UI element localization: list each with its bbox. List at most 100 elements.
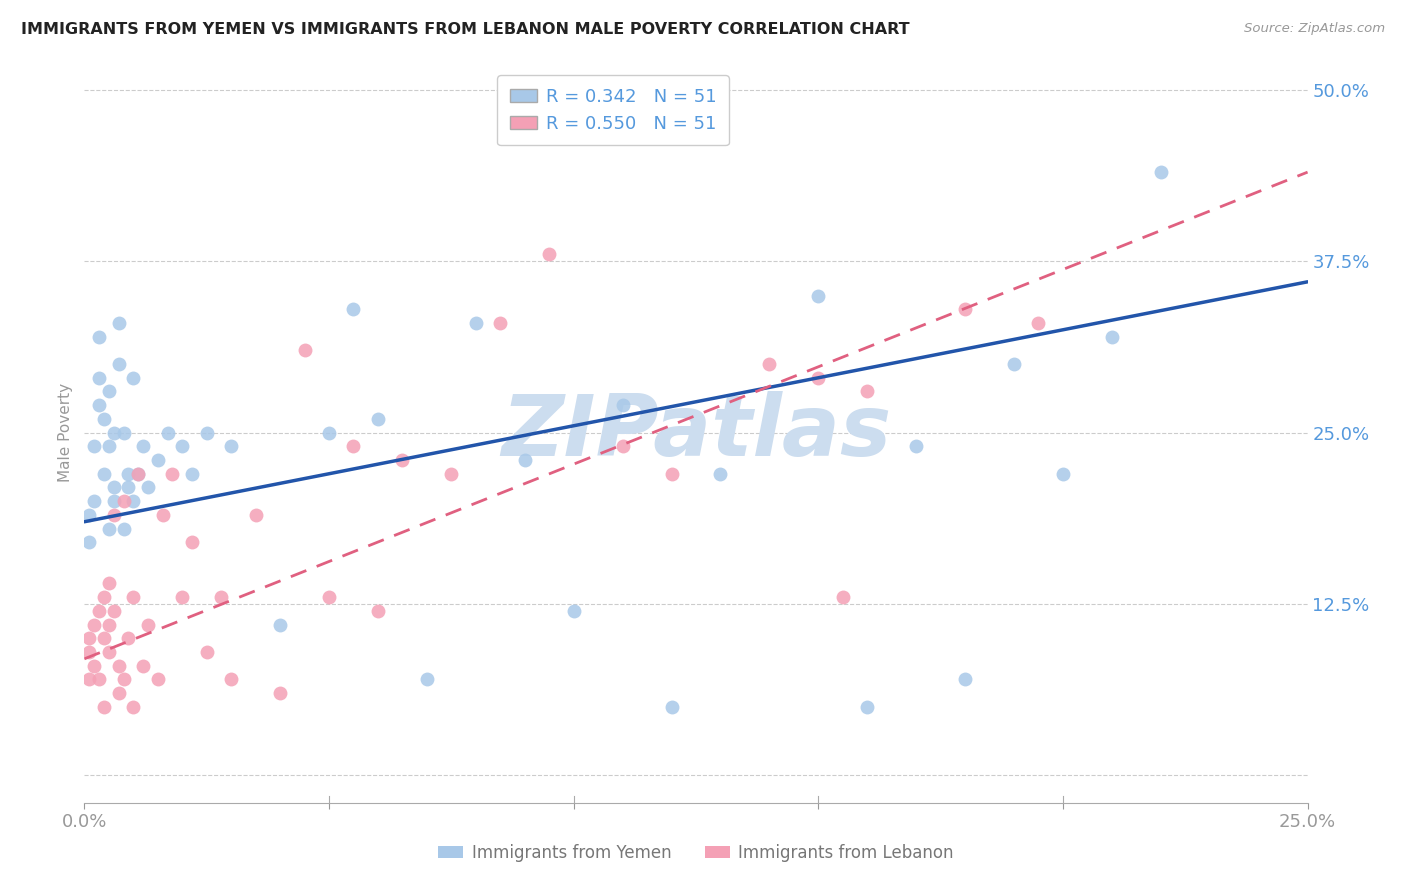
Point <box>87 673 110 687</box>
Point <box>209 590 232 604</box>
Point <box>146 453 169 467</box>
Point <box>87 371 110 385</box>
Text: Source: ZipAtlas.com: Source: ZipAtlas.com <box>1244 22 1385 36</box>
Point <box>83 494 105 508</box>
Point <box>77 645 100 659</box>
Point <box>122 590 145 604</box>
Point <box>1002 357 1025 371</box>
Point <box>245 508 267 522</box>
Point <box>172 439 194 453</box>
Point <box>103 508 125 522</box>
Point <box>132 439 155 453</box>
Point <box>93 632 115 646</box>
Point <box>103 425 125 440</box>
Point <box>953 302 976 317</box>
Point <box>93 590 115 604</box>
Point <box>195 425 218 440</box>
Point <box>489 316 512 330</box>
Point <box>162 467 184 481</box>
Point <box>83 617 105 632</box>
Point <box>219 673 242 687</box>
Point <box>181 535 204 549</box>
Point <box>342 439 364 453</box>
Point <box>1150 165 1173 179</box>
Point <box>156 425 179 440</box>
Point <box>440 467 463 481</box>
Point <box>97 384 120 399</box>
Point <box>856 384 879 399</box>
Point <box>97 645 120 659</box>
Point <box>117 632 139 646</box>
Point <box>87 398 110 412</box>
Point <box>127 467 149 481</box>
Y-axis label: Male Poverty: Male Poverty <box>58 383 73 483</box>
Point <box>83 439 105 453</box>
Point <box>93 699 115 714</box>
Point <box>367 604 389 618</box>
Point <box>107 357 129 371</box>
Point <box>807 371 830 385</box>
Point <box>661 699 683 714</box>
Text: IMMIGRANTS FROM YEMEN VS IMMIGRANTS FROM LEBANON MALE POVERTY CORRELATION CHART: IMMIGRANTS FROM YEMEN VS IMMIGRANTS FROM… <box>21 22 910 37</box>
Point <box>661 467 683 481</box>
Point <box>87 329 110 343</box>
Legend: Immigrants from Yemen, Immigrants from Lebanon: Immigrants from Yemen, Immigrants from L… <box>432 838 960 869</box>
Point <box>181 467 204 481</box>
Point <box>318 590 340 604</box>
Point <box>269 617 291 632</box>
Point <box>562 604 585 618</box>
Point <box>172 590 194 604</box>
Point <box>513 453 536 467</box>
Point <box>342 302 364 317</box>
Point <box>294 343 316 358</box>
Point <box>122 371 145 385</box>
Point <box>1101 329 1123 343</box>
Point <box>953 673 976 687</box>
Point <box>1028 316 1050 330</box>
Point <box>103 480 125 494</box>
Point <box>77 535 100 549</box>
Point <box>77 673 100 687</box>
Point <box>807 288 830 302</box>
Point <box>367 412 389 426</box>
Point <box>112 425 135 440</box>
Point <box>391 453 413 467</box>
Point <box>117 480 139 494</box>
Point <box>107 658 129 673</box>
Point <box>77 508 100 522</box>
Point <box>1052 467 1074 481</box>
Point <box>146 673 169 687</box>
Point <box>103 494 125 508</box>
Point <box>97 522 120 536</box>
Point <box>538 247 561 261</box>
Point <box>318 425 340 440</box>
Text: ZIPatlas: ZIPatlas <box>501 391 891 475</box>
Point <box>136 617 159 632</box>
Point <box>83 658 105 673</box>
Point <box>87 604 110 618</box>
Point <box>117 467 139 481</box>
Point <box>112 673 135 687</box>
Point <box>77 632 100 646</box>
Point <box>831 590 853 604</box>
Point <box>195 645 218 659</box>
Point <box>464 316 486 330</box>
Point <box>93 467 115 481</box>
Point <box>612 439 634 453</box>
Point <box>97 617 120 632</box>
Point <box>612 398 634 412</box>
Point <box>122 699 145 714</box>
Point <box>103 604 125 618</box>
Point <box>905 439 928 453</box>
Point <box>132 658 155 673</box>
Point <box>269 686 291 700</box>
Point <box>709 467 731 481</box>
Point <box>107 686 129 700</box>
Point <box>136 480 159 494</box>
Point <box>152 508 174 522</box>
Point <box>219 439 242 453</box>
Point <box>93 412 115 426</box>
Point <box>97 576 120 591</box>
Point <box>758 357 780 371</box>
Point <box>107 316 129 330</box>
